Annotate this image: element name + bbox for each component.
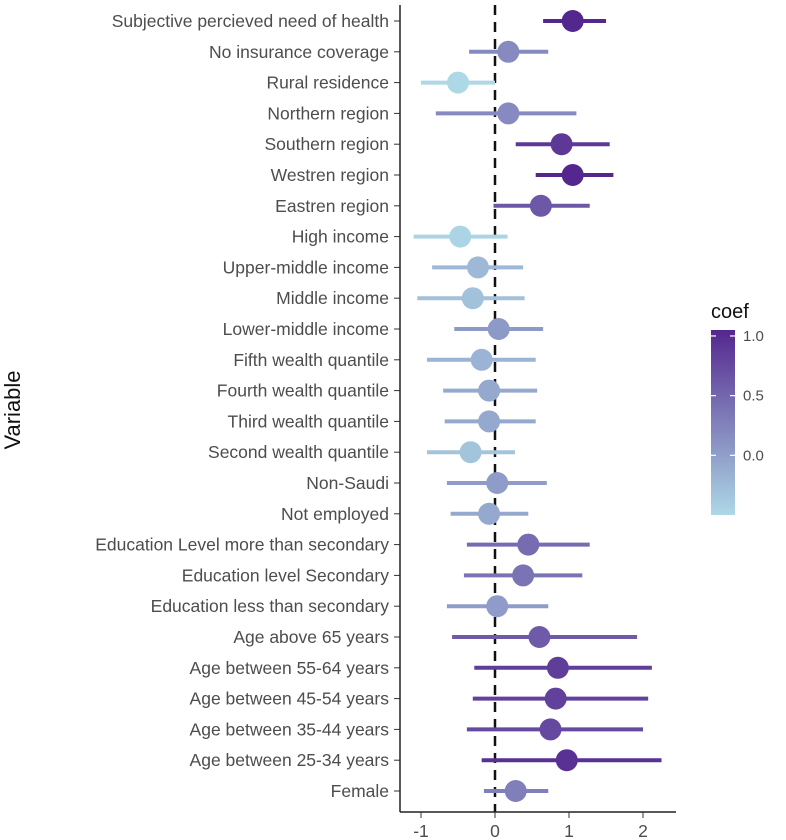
point-estimate bbox=[512, 564, 535, 587]
x-tick-label: 1 bbox=[564, 821, 574, 840]
legend-tick-label: 1.0 bbox=[743, 328, 764, 345]
point-estimate bbox=[497, 40, 520, 63]
point-estimate bbox=[478, 502, 501, 525]
y-tick-label: Age above 65 years bbox=[233, 627, 389, 647]
legend-tick-label: 0.5 bbox=[743, 388, 764, 405]
point-estimate bbox=[544, 687, 567, 710]
y-tick-label: Education level Secondary bbox=[182, 565, 389, 585]
y-tick-label: High income bbox=[292, 227, 389, 247]
y-tick-label: Age between 55-64 years bbox=[190, 658, 390, 678]
point-estimate bbox=[497, 102, 520, 125]
point-estimate bbox=[487, 318, 510, 340]
point-estimate bbox=[486, 595, 509, 618]
y-tick-label: Non-Saudi bbox=[306, 473, 389, 493]
point-estimate bbox=[447, 71, 469, 94]
x-tick-label: 0 bbox=[490, 821, 500, 840]
y-tick-label: Education Level more than secondary bbox=[95, 535, 389, 555]
y-tick-label: Lower-middle income bbox=[223, 319, 389, 339]
point-estimate bbox=[539, 718, 562, 741]
legend-tick-label: 0.0 bbox=[743, 447, 764, 464]
y-tick-label: Age between 25-34 years bbox=[190, 750, 390, 770]
y-tick-label: Southern region bbox=[264, 134, 389, 154]
y-tick-label: Fourth wealth quantile bbox=[217, 381, 389, 401]
y-tick-label: Middle income bbox=[276, 288, 389, 308]
legend-color-bar bbox=[711, 330, 735, 515]
point-estimate bbox=[517, 533, 540, 556]
y-tick-label: Third wealth quantile bbox=[228, 411, 389, 431]
y-tick-label: Subjective percieved need of health bbox=[112, 11, 389, 31]
y-tick-label: Second wealth quantile bbox=[208, 442, 389, 462]
point-estimate bbox=[561, 10, 584, 32]
point-estimate bbox=[504, 780, 527, 802]
y-tick-label: Female bbox=[331, 781, 389, 801]
point-estimate bbox=[478, 410, 501, 433]
x-tick-label: 2 bbox=[638, 821, 648, 840]
y-tick-label: Upper-middle income bbox=[223, 257, 389, 277]
point-estimate bbox=[561, 164, 584, 186]
y-tick-label: Fifth wealth quantile bbox=[233, 350, 389, 370]
y-tick-label: Westren region bbox=[271, 165, 389, 185]
y-tick-label: Age between 35-44 years bbox=[190, 719, 390, 739]
y-tick-label: No insurance coverage bbox=[209, 42, 389, 62]
point-estimate bbox=[470, 348, 493, 371]
x-tick-label: -1 bbox=[413, 821, 429, 840]
point-estimate bbox=[461, 287, 484, 310]
y-tick-label: Education less than secondary bbox=[151, 596, 390, 616]
plot-area bbox=[413, 5, 662, 812]
y-tick-label: Northern region bbox=[267, 103, 389, 123]
point-estimate bbox=[555, 749, 578, 772]
point-estimate bbox=[546, 656, 569, 679]
y-tick-label: Rural residence bbox=[266, 73, 389, 93]
point-estimate bbox=[550, 133, 573, 156]
point-estimate bbox=[459, 441, 482, 464]
y-axis-title: Variable bbox=[0, 370, 25, 449]
point-estimate bbox=[478, 379, 501, 402]
y-tick-label: Eastren region bbox=[275, 196, 389, 216]
y-tick-label: Not employed bbox=[281, 504, 389, 524]
point-estimate bbox=[486, 472, 509, 494]
point-estimate bbox=[529, 194, 552, 217]
legend-title: coef bbox=[711, 301, 749, 323]
point-estimate bbox=[528, 626, 551, 648]
point-estimate bbox=[466, 256, 489, 279]
y-tick-label: Age between 45-54 years bbox=[190, 689, 390, 709]
axes: Subjective percieved need of health No in… bbox=[0, 5, 676, 840]
color-legend: coef 1.0 0.5 0.0 bbox=[711, 301, 764, 515]
point-estimate bbox=[449, 225, 472, 248]
